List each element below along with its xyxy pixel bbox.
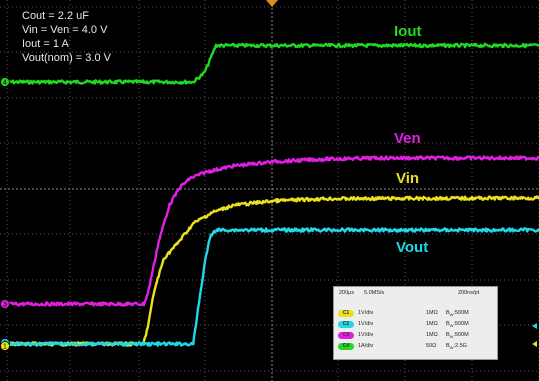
trigger-level-marker: [532, 323, 537, 329]
channel-row-c1: C1 1V/div 1MΩ BW:500M: [334, 309, 497, 319]
annotation-cout: Cout = 2.2 uF: [22, 10, 89, 22]
resolution-readout: 200ns/pt: [458, 290, 480, 296]
timebase-readout: 200µs: [339, 290, 355, 296]
channel-scale: 1V/div: [358, 321, 374, 327]
svg-text:3: 3: [3, 302, 7, 309]
channel-row-c4: C4 1A/div 50Ω BW:2.5G: [334, 342, 497, 352]
sample-rate-readout: 5.0MS/s: [364, 290, 385, 296]
channel-scale: 1V/div: [358, 332, 374, 338]
channel-scale: 1V/div: [358, 310, 374, 316]
annotation-vout-nom: Vout(nom) = 3.0 V: [22, 52, 111, 64]
channel-bandwidth: BW:500M: [446, 310, 469, 318]
acquisition-info-panel: 200µs 5.0MS/s 200ns/pt C1 1V/div 1MΩ BW:500…: [333, 286, 498, 360]
ground-marker-1: 1: [0, 341, 10, 351]
channel-badge: C2: [338, 321, 354, 328]
acquisition-summary: 200µs 5.0MS/s 200ns/pt: [334, 287, 497, 299]
channel-impedance: 50Ω: [426, 343, 437, 349]
trace-ven: [5, 155, 539, 307]
annotation-iout: Iout = 1 A: [22, 38, 69, 50]
channel-badge: C1: [338, 310, 354, 317]
channel-badge: C4: [338, 343, 354, 350]
trace-layer: [5, 42, 539, 347]
channel-bandwidth: BW:2.5G: [446, 343, 467, 351]
trace-label-iout: Iout: [394, 23, 422, 40]
trigger-position-marker: [266, 0, 278, 7]
ground-marker-3: 3: [0, 299, 10, 309]
channel-scale: 1A/div: [358, 343, 374, 349]
channel-impedance: 1MΩ: [426, 321, 438, 327]
channel-impedance: 1MΩ: [426, 310, 438, 316]
channel-bandwidth: BW:500M: [446, 332, 469, 340]
channel-row-c3: C3 1V/div 1MΩ BW:500M: [334, 331, 497, 341]
channel-badge: C3: [338, 332, 354, 339]
svg-text:1: 1: [3, 344, 7, 351]
annotation-vin-ven: Vin = Ven = 4.0 V: [22, 24, 108, 36]
channel-bandwidth: BW:500M: [446, 321, 469, 329]
trace-label-ven: Ven: [394, 130, 421, 147]
ground-marker-4: 4: [0, 77, 10, 87]
trace-label-vout: Vout: [396, 239, 429, 256]
svg-text:4: 4: [3, 80, 7, 87]
trigger-level-marker: [532, 341, 537, 347]
channel-row-c2: C2 1V/div 1MΩ BW:500M: [334, 320, 497, 330]
ground-markers: 4321: [0, 77, 537, 351]
trace-vout: [6, 227, 539, 347]
channel-impedance: 1MΩ: [426, 332, 438, 338]
trace-label-vin: Vin: [396, 170, 420, 187]
trace-iout: [6, 42, 539, 85]
